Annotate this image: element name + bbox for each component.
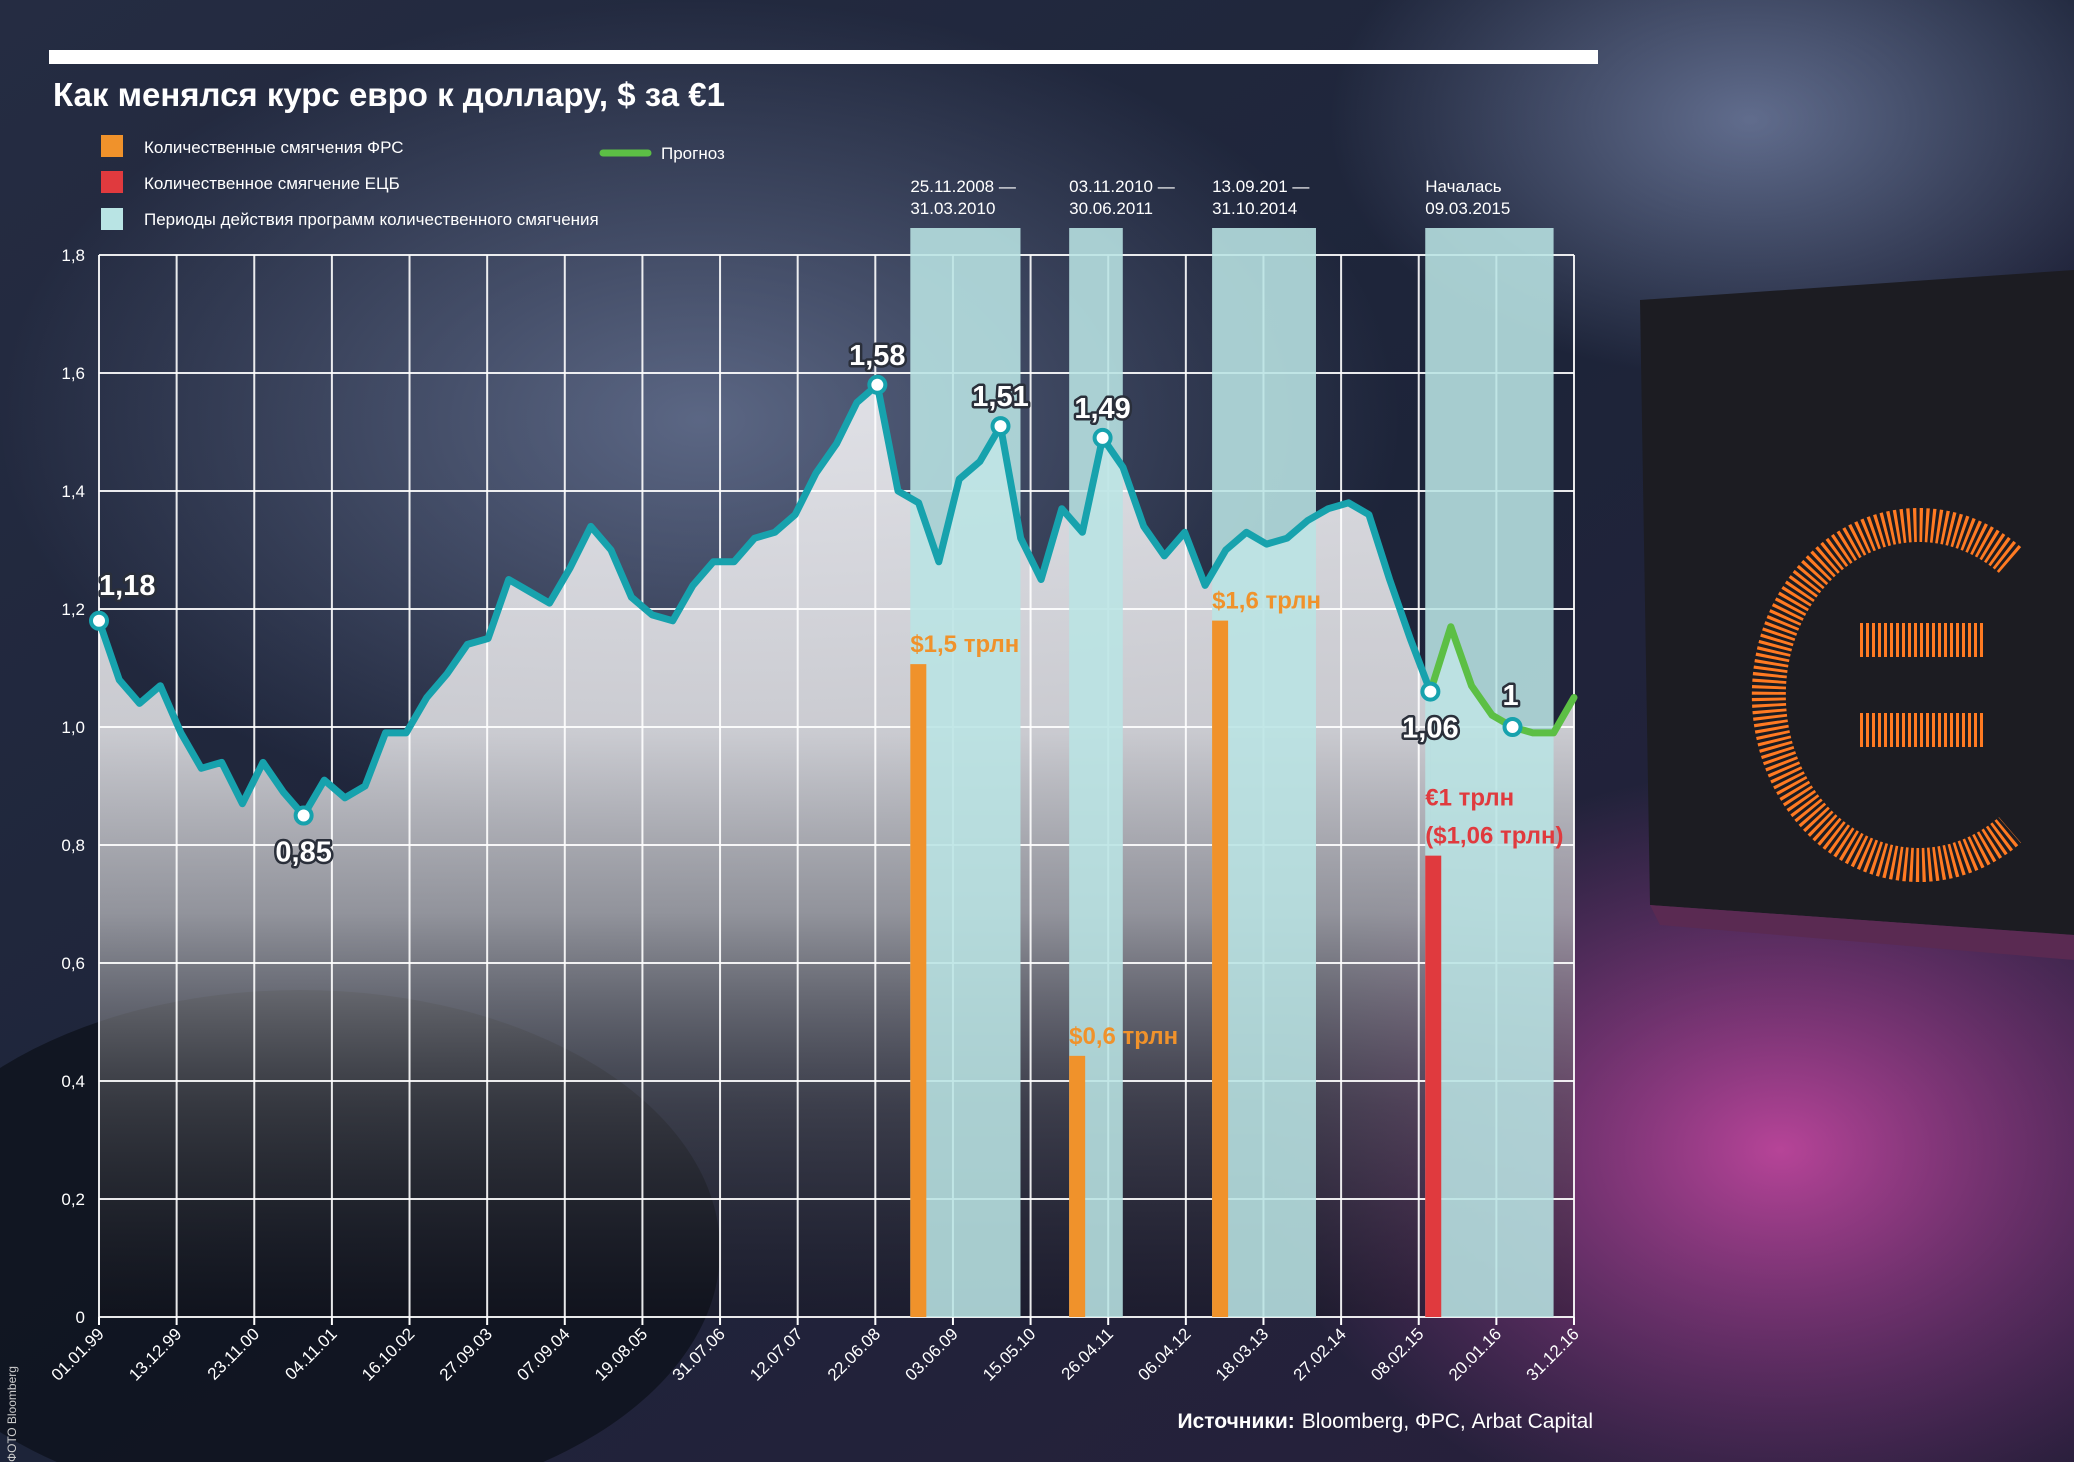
point-label: 1,58 <box>849 340 905 372</box>
point-marker <box>1095 430 1111 446</box>
legend-swatch <box>101 208 123 230</box>
point-marker <box>91 613 107 629</box>
body: Как менялся курс евро к доллару, $ за €1… <box>0 0 2074 1462</box>
legend-text: Периоды действия программ количественног… <box>144 210 599 229</box>
photo-credit: ФОТО Bloomberg <box>5 1366 19 1462</box>
period-label: 03.11.2010 — <box>1069 177 1175 196</box>
point-label: 1,49 <box>1074 393 1130 425</box>
y-tick-label: 0,2 <box>61 1190 85 1209</box>
period-label: 09.03.2015 <box>1425 199 1510 218</box>
point-label: 1,51 <box>972 381 1028 413</box>
point-label: 0,85 <box>275 837 331 869</box>
legend-text: Прогноз <box>661 144 725 163</box>
legend-swatch <box>101 171 123 193</box>
y-tick-label: 0,6 <box>61 954 85 973</box>
point-label: 1,06 <box>1402 713 1458 745</box>
y-tick-label: 1,2 <box>61 600 85 619</box>
y-tick-label: 0,4 <box>61 1072 85 1091</box>
bar-label: $1,5 трлн <box>910 631 1019 658</box>
source-label: Источники: <box>1178 1410 1295 1433</box>
point-marker <box>993 418 1009 434</box>
chart-title: Как менялся курс евро к доллару, $ за €1 <box>53 76 725 113</box>
legend-text: Количественное смягчение ЕЦБ <box>144 174 400 193</box>
point-marker <box>296 808 312 824</box>
period-label: Началась <box>1425 177 1502 196</box>
top-rule <box>49 50 1598 64</box>
y-tick-label: 1,0 <box>61 718 85 737</box>
point-marker <box>869 377 885 393</box>
source-text: Bloomberg, ФРС, Arbat Capital <box>1302 1410 1593 1433</box>
point-marker <box>1422 684 1438 700</box>
bar-label: $1,6 трлн <box>1212 588 1321 615</box>
bar-label: $0,6 трлн <box>1069 1023 1178 1050</box>
chart: Как менялся курс евро к доллару, $ за €1… <box>0 0 2074 1462</box>
period-label: 13.09.201 — <box>1212 177 1309 196</box>
bar <box>1212 621 1228 1317</box>
legend-text: Количественные смягчения ФРС <box>144 138 404 157</box>
period-label: 25.11.2008 — <box>910 177 1016 196</box>
y-tick-label: 1,6 <box>61 364 85 383</box>
y-tick-label: 0 <box>76 1308 85 1327</box>
point-label: 1 <box>1502 680 1518 712</box>
y-tick-label: 0,8 <box>61 836 85 855</box>
point-marker <box>1505 719 1521 735</box>
bar <box>910 664 926 1317</box>
page: EUR/USD {"chart_data": { "type": "line",… <box>0 0 2074 1462</box>
period-label: 31.03.2010 <box>910 199 995 218</box>
bar-label: €1 трлн <box>1425 785 1514 812</box>
period-label: 30.06.2011 <box>1069 199 1153 218</box>
y-tick-label: 1,4 <box>61 482 85 501</box>
period-band <box>1425 228 1553 1317</box>
bar-label: ($1,06 трлн) <box>1425 823 1563 850</box>
period-label: 31.10.2014 <box>1212 199 1297 218</box>
y-tick-label: 1,8 <box>61 246 85 265</box>
bar <box>1425 856 1441 1317</box>
point-label: 1,18 <box>99 570 155 602</box>
source: Источники: Bloomberg, ФРС, Arbat Capital <box>1178 1410 1594 1433</box>
legend-swatch <box>101 135 123 157</box>
bar <box>1069 1056 1085 1317</box>
